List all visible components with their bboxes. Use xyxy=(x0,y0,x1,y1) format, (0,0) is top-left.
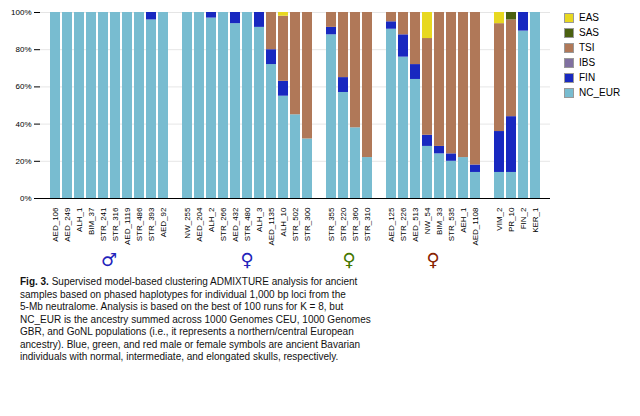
svg-text:STR_535: STR_535 xyxy=(447,207,456,241)
svg-text:STR_266: STR_266 xyxy=(219,207,228,241)
svg-text:ALH_1: ALH_1 xyxy=(75,207,84,232)
html-text:NC_EUR: NC_EUR xyxy=(579,87,621,98)
html-text:SAS: SAS xyxy=(579,27,599,38)
svg-text:40%: 40% xyxy=(15,120,31,129)
svg-text:STR_316: STR_316 xyxy=(111,207,120,241)
svg-text:AED_106: AED_106 xyxy=(51,207,60,242)
svg-text:BIM_33: BIM_33 xyxy=(435,207,444,235)
svg-text:♀: ♀ xyxy=(240,249,253,270)
svg-text:STR_241: STR_241 xyxy=(99,207,108,241)
svg-text:♀: ♀ xyxy=(426,249,439,270)
svg-text:20%: 20% xyxy=(15,157,31,166)
svg-text:ALH_2: ALH_2 xyxy=(207,207,216,232)
svg-text:60%: 60% xyxy=(15,82,31,91)
svg-text:NW_255: NW_255 xyxy=(183,207,192,239)
svg-text:STR_310: STR_310 xyxy=(363,207,372,241)
svg-text:0%: 0% xyxy=(20,194,32,203)
svg-text:AED_249: AED_249 xyxy=(63,207,72,242)
svg-text:AED_1108: AED_1108 xyxy=(471,207,480,246)
svg-text:AEH_1: AEH_1 xyxy=(459,207,468,233)
svg-text:AED_513: AED_513 xyxy=(411,207,420,242)
svg-text:VIM_2: VIM_2 xyxy=(495,207,504,231)
svg-text:AED_432: AED_432 xyxy=(231,207,240,242)
svg-text:PR_10: PR_10 xyxy=(507,207,516,232)
svg-text:AED_125: AED_125 xyxy=(387,207,396,242)
html-text:EAS: EAS xyxy=(579,12,599,23)
svg-text:STR_502: STR_502 xyxy=(291,207,300,241)
svg-text:NW_54: NW_54 xyxy=(423,207,432,234)
svg-text:STR_360: STR_360 xyxy=(351,207,360,241)
svg-text:STR_480: STR_480 xyxy=(243,207,252,241)
svg-text:♀: ♀ xyxy=(342,249,355,270)
html-text:IBS: IBS xyxy=(579,57,596,68)
html-text:TSI: TSI xyxy=(579,42,595,53)
svg-text:STR_355: STR_355 xyxy=(327,207,336,241)
svg-text:STR_300: STR_300 xyxy=(303,207,312,241)
svg-text:♂: ♂ xyxy=(101,249,117,270)
svg-text:AED_204: AED_204 xyxy=(195,207,204,242)
svg-text:STR_393: STR_393 xyxy=(147,207,156,241)
svg-text:FIN_2: FIN_2 xyxy=(519,207,528,229)
svg-text:STR_226: STR_226 xyxy=(399,207,408,241)
svg-text:STR_220: STR_220 xyxy=(339,207,348,241)
html-text:FIN: FIN xyxy=(579,72,596,83)
svg-text:100%: 100% xyxy=(11,8,31,17)
svg-text:AED_92: AED_92 xyxy=(159,207,168,237)
svg-text:KER_1: KER_1 xyxy=(531,207,540,233)
svg-text:80%: 80% xyxy=(15,45,31,54)
svg-text:BIM_37: BIM_37 xyxy=(87,207,96,235)
html-text:Fig. 3. Supervised model-based: Fig. 3. Supervised model-based clusterin… xyxy=(20,276,371,362)
svg-text:ALH_10: ALH_10 xyxy=(279,207,288,236)
svg-text:AED_1119: AED_1119 xyxy=(123,207,132,245)
svg-text:ALH_3: ALH_3 xyxy=(255,207,264,232)
svg-text:STR_486: STR_486 xyxy=(135,207,144,241)
svg-text:AED_1135: AED_1135 xyxy=(267,207,276,246)
